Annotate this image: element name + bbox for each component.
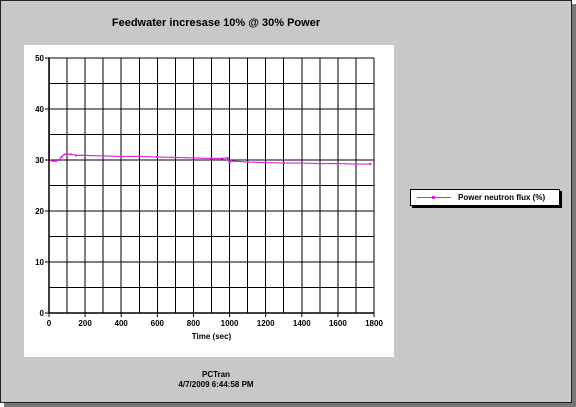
x-tick-label: 400 (115, 319, 129, 328)
legend: Power neutron flux (%) (410, 189, 560, 206)
series-line (48, 57, 371, 165)
legend-label: Power neutron flux (%) (458, 193, 546, 202)
data-point (55, 160, 58, 163)
data-point (246, 161, 249, 164)
data-point (66, 152, 69, 155)
x-axis-label: Time (sec) (192, 332, 232, 341)
x-tick-label: 800 (187, 319, 201, 328)
data-point (102, 154, 105, 157)
tick-layer: 0 200 400 600 800 1000 1200 1400 1600 1800 0 10 20 30… (35, 54, 383, 328)
axis-layer (48, 58, 374, 314)
data-point (300, 162, 303, 165)
data-point (221, 157, 224, 160)
data-point (84, 154, 87, 157)
data-point (138, 155, 141, 158)
y-tick-label: 40 (35, 105, 44, 114)
data-point (120, 155, 123, 158)
footer-timestamp: 4/7/2009 6:44:58 PM (178, 380, 254, 389)
data-point (354, 163, 357, 166)
x-tick-label: 600 (151, 319, 165, 328)
data-point (210, 157, 213, 160)
data-point (57, 159, 60, 161)
x-tick-label: 1600 (329, 319, 347, 328)
series-layer (48, 57, 372, 166)
data-point (228, 161, 231, 164)
data-point (156, 155, 159, 158)
data-point (51, 160, 54, 163)
grid-layer (49, 57, 375, 313)
y-tick-label: 10 (35, 258, 44, 267)
y-tick-label: 20 (35, 207, 44, 216)
x-tick-label: 1800 (365, 319, 383, 328)
data-point (226, 156, 229, 159)
x-tick-label: 1000 (221, 319, 239, 328)
y-tick-label: 50 (35, 54, 44, 63)
y-tick-label: 30 (35, 156, 44, 165)
x-tick-label: 0 (47, 319, 52, 328)
data-point (60, 155, 63, 158)
chart-svg: 0 200 400 600 800 1000 1200 1400 1600 1800 0 10 20 30… (35, 54, 383, 341)
plot-panel: 0 200 400 600 800 1000 1200 1400 1600 1800 0 10 20 30… (24, 45, 394, 357)
data-point (264, 161, 267, 164)
data-point (69, 153, 72, 156)
data-point (230, 160, 233, 163)
data-point (318, 162, 321, 165)
chart-title: Feedwater incresase 10% @ 30% Power (111, 17, 321, 29)
x-tick-label: 1400 (293, 319, 311, 328)
x-tick-label: 1200 (257, 319, 275, 328)
footer-app-name: PCTran (201, 370, 230, 379)
legend-swatch (417, 193, 451, 203)
footer: PCTran 4/7/2009 6:44:58 PM (1, 370, 431, 390)
y-tick-label: 0 (40, 309, 45, 318)
data-point (63, 153, 66, 156)
data-point (174, 156, 177, 159)
data-point (75, 154, 78, 157)
data-point (282, 162, 285, 165)
data-point (192, 156, 195, 159)
data-point (336, 162, 339, 165)
x-tick-label: 200 (78, 319, 92, 328)
data-point (369, 163, 372, 166)
